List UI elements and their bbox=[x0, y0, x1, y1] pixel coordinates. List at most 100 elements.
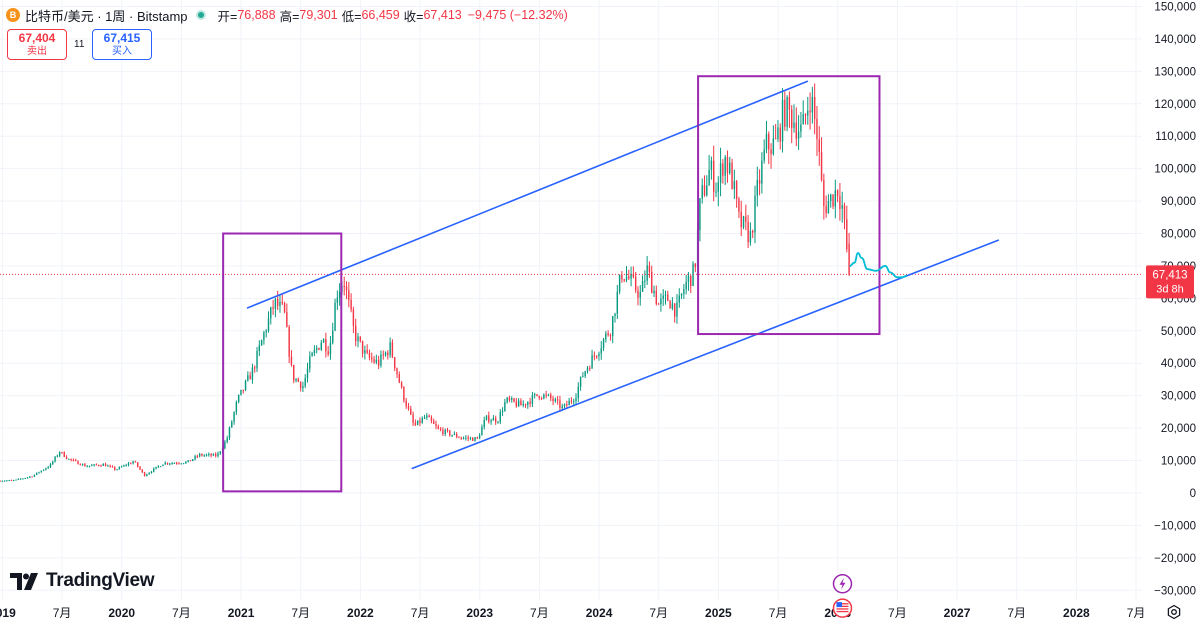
candle-body bbox=[345, 286, 348, 291]
candle-body bbox=[811, 97, 814, 113]
y-tick-label: 110,000 bbox=[1155, 131, 1196, 143]
candle-body bbox=[455, 433, 458, 438]
candle-body bbox=[242, 389, 244, 391]
candle-body bbox=[185, 461, 187, 464]
candle-body bbox=[600, 348, 602, 354]
time-axis[interactable]: 2019 7月 2020 7月 2021 7月 2022 7月 2023 7月 2024 7月 2025… bbox=[0, 606, 1145, 620]
candle-body bbox=[497, 421, 499, 423]
candle-body bbox=[561, 406, 563, 409]
candle-body bbox=[770, 149, 772, 154]
buy-button[interactable]: 67,415 买入 bbox=[92, 29, 152, 60]
candle-body bbox=[173, 462, 176, 464]
candle-body bbox=[375, 359, 378, 363]
candle-body bbox=[157, 466, 160, 468]
candle-body bbox=[428, 415, 430, 418]
candle-body bbox=[377, 359, 380, 366]
candle-body bbox=[36, 472, 38, 475]
flag-stripe bbox=[836, 603, 849, 605]
event-markers[interactable] bbox=[832, 574, 853, 618]
candle-body bbox=[332, 330, 334, 343]
candle-body bbox=[543, 394, 545, 399]
candle-body bbox=[465, 437, 467, 439]
candle-body bbox=[8, 480, 10, 482]
candle-body bbox=[765, 133, 768, 150]
y-tick-label: 130,000 bbox=[1154, 66, 1196, 78]
candle-body bbox=[621, 274, 623, 280]
candle-body bbox=[501, 411, 504, 413]
candle-body bbox=[201, 454, 203, 456]
candle-body bbox=[164, 462, 166, 465]
candle-body bbox=[738, 198, 740, 212]
bitcoin-icon[interactable]: B bbox=[6, 8, 20, 22]
x-tick-label: 7月 bbox=[530, 606, 549, 620]
candle-body bbox=[136, 462, 139, 467]
candle-body bbox=[412, 414, 414, 423]
sell-button[interactable]: 67,404 卖出 bbox=[7, 29, 67, 60]
candle-body bbox=[313, 349, 316, 354]
flag-stripe bbox=[836, 608, 849, 610]
candle-body bbox=[774, 138, 777, 140]
tradingview-logo-text: TradingView bbox=[46, 570, 155, 591]
candle-body bbox=[816, 118, 818, 140]
candle-body bbox=[72, 459, 75, 461]
candle-body bbox=[735, 181, 738, 199]
candle-body bbox=[848, 243, 850, 275]
x-tick-label: 2028 bbox=[1063, 606, 1090, 620]
y-tick-label: 10,000 bbox=[1161, 456, 1196, 468]
candle-body bbox=[476, 437, 479, 439]
candle-body bbox=[653, 290, 655, 294]
candle-body bbox=[304, 378, 306, 387]
tradingview-logo[interactable]: TradingView bbox=[10, 570, 155, 592]
candle-body bbox=[550, 394, 552, 399]
candle-body bbox=[146, 474, 148, 477]
candle-body bbox=[586, 368, 589, 372]
candle-body bbox=[247, 375, 249, 381]
us-flag-icon[interactable] bbox=[832, 598, 853, 618]
candle-body bbox=[717, 182, 719, 192]
x-tick-label: 2022 bbox=[347, 606, 374, 620]
candle-body bbox=[237, 394, 240, 402]
candle-body bbox=[47, 467, 49, 469]
y-tick-label: 20,000 bbox=[1161, 423, 1196, 435]
candle-body bbox=[458, 437, 460, 439]
candle-body bbox=[809, 110, 811, 113]
candle-body bbox=[189, 460, 192, 462]
x-tick-label: 2019 bbox=[0, 606, 16, 620]
lightning-icon[interactable] bbox=[832, 574, 853, 594]
candle-body bbox=[531, 395, 534, 404]
candle-body bbox=[45, 468, 47, 470]
x-tick-label: 7月 bbox=[53, 606, 72, 620]
candle-body bbox=[685, 281, 687, 290]
settings-icon[interactable] bbox=[1166, 604, 1182, 620]
candle-body bbox=[288, 327, 290, 357]
candle-body bbox=[630, 273, 632, 279]
candle-body bbox=[256, 350, 258, 369]
candle-body bbox=[726, 157, 729, 173]
candle-body bbox=[832, 194, 834, 207]
candle-body bbox=[421, 418, 423, 423]
candle-body bbox=[384, 352, 387, 356]
candle-body bbox=[150, 471, 153, 473]
candle-body bbox=[793, 122, 795, 128]
candle-body bbox=[125, 465, 127, 467]
candle-body bbox=[644, 280, 646, 282]
candle-body bbox=[293, 364, 295, 381]
candle-body bbox=[393, 357, 396, 369]
x-tick-label: 7月 bbox=[291, 606, 310, 620]
price-axis[interactable]: 150,000 140,000 130,000 120,000 110,000 100,0… bbox=[1146, 1, 1196, 597]
candle-body bbox=[416, 420, 419, 425]
candle-body bbox=[10, 480, 13, 482]
drawings[interactable] bbox=[0, 75, 1142, 493]
candle-body bbox=[556, 399, 559, 401]
candle-body bbox=[49, 463, 52, 468]
candle-body bbox=[348, 290, 350, 300]
candle-body bbox=[511, 398, 513, 401]
candle-body bbox=[839, 196, 841, 209]
candle-body bbox=[788, 97, 791, 110]
symbol-title[interactable]: 比特币/美元 · 1周 · Bitstamp bbox=[25, 8, 188, 24]
candle-body bbox=[632, 273, 635, 277]
candle-body bbox=[175, 462, 178, 464]
candle-body bbox=[694, 263, 697, 268]
candle-body bbox=[311, 353, 313, 357]
